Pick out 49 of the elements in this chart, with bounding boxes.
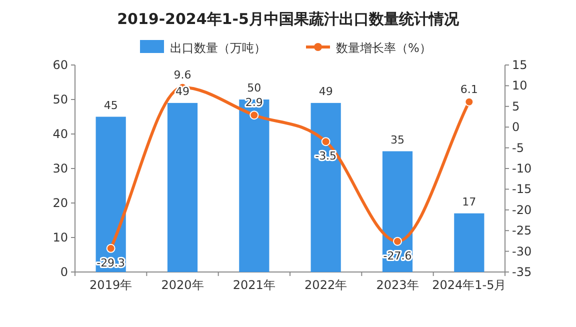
y-tick-label: 40 bbox=[52, 127, 68, 141]
y2-tick-label: 15 bbox=[512, 58, 528, 72]
y-tick-label: 0 bbox=[60, 265, 68, 279]
data-label: -27.6 bbox=[383, 249, 412, 262]
x-tick-label: 2022年 bbox=[304, 278, 348, 292]
y-tick-label: 60 bbox=[52, 58, 68, 72]
data-label: 2.9 bbox=[245, 96, 263, 110]
x-tick-label: 2024年1-5月 bbox=[432, 278, 506, 292]
legend-label: 出口数量（万吨） bbox=[170, 41, 266, 55]
y2-tick-label: -15 bbox=[512, 182, 532, 196]
x-tick-label: 2021年 bbox=[232, 278, 276, 292]
x-tick-label: 2023年 bbox=[376, 278, 419, 292]
data-label: 35 bbox=[390, 133, 404, 146]
y-tick-label: 50 bbox=[52, 92, 68, 106]
x-tick-label: 2019年 bbox=[90, 278, 132, 292]
data-label: -29.3 bbox=[96, 256, 126, 270]
y2-tick-label: -25 bbox=[512, 224, 532, 238]
y2-tick-label: 10 bbox=[512, 78, 528, 93]
point bbox=[106, 244, 116, 253]
y-tick-label: 20 bbox=[52, 196, 68, 210]
data-label: 17 bbox=[462, 195, 476, 208]
bar bbox=[454, 213, 484, 272]
bar bbox=[96, 116, 126, 272]
y2-tick-label: -35 bbox=[512, 265, 532, 279]
point bbox=[464, 97, 474, 106]
y2-tick-label: 5 bbox=[512, 99, 520, 114]
data-label: -3.5 bbox=[315, 150, 337, 163]
y2-tick-label: -5 bbox=[512, 140, 524, 155]
bar bbox=[167, 102, 198, 272]
point bbox=[321, 137, 330, 146]
data-label: 49 bbox=[318, 84, 333, 98]
x-tick-label: 2020年 bbox=[161, 278, 204, 292]
y2-tick-label: -30 bbox=[512, 244, 532, 258]
point bbox=[250, 110, 259, 120]
y-tick-label: 30 bbox=[52, 162, 68, 176]
y2-tick-label: -10 bbox=[512, 162, 532, 176]
bar bbox=[239, 100, 270, 272]
data-label: 6.1 bbox=[460, 82, 478, 96]
chart-title: 2019-2024年1-5月中国果蔬汁出口数量统计情况 bbox=[117, 10, 460, 28]
point bbox=[393, 236, 402, 246]
y2-tick-label: 0 bbox=[512, 120, 520, 134]
y-tick-label: 10 bbox=[52, 230, 68, 244]
legend-label: 数量增长率（%） bbox=[336, 41, 432, 55]
y2-tick-label: -20 bbox=[512, 202, 532, 217]
data-label: 9.6 bbox=[174, 68, 192, 82]
data-label: 45 bbox=[104, 98, 118, 112]
data-label: 50 bbox=[247, 82, 262, 94]
bar bbox=[310, 102, 341, 272]
bar bbox=[382, 151, 413, 272]
